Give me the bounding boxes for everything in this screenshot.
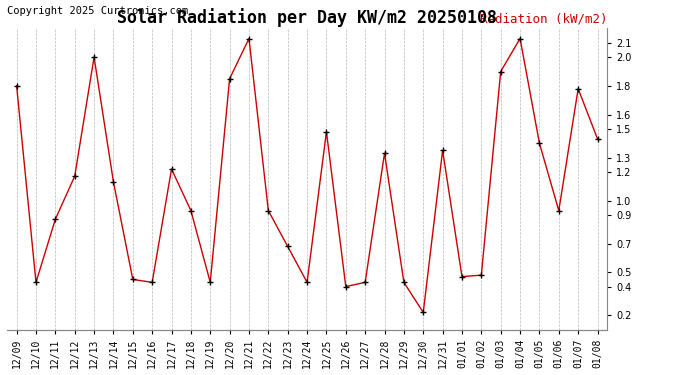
Text: Radiation (kW/m2): Radiation (kW/m2)	[480, 12, 607, 26]
Title: Solar Radiation per Day KW/m2 20250108: Solar Radiation per Day KW/m2 20250108	[117, 8, 497, 27]
Text: Copyright 2025 Curtronics.com: Copyright 2025 Curtronics.com	[7, 6, 188, 16]
